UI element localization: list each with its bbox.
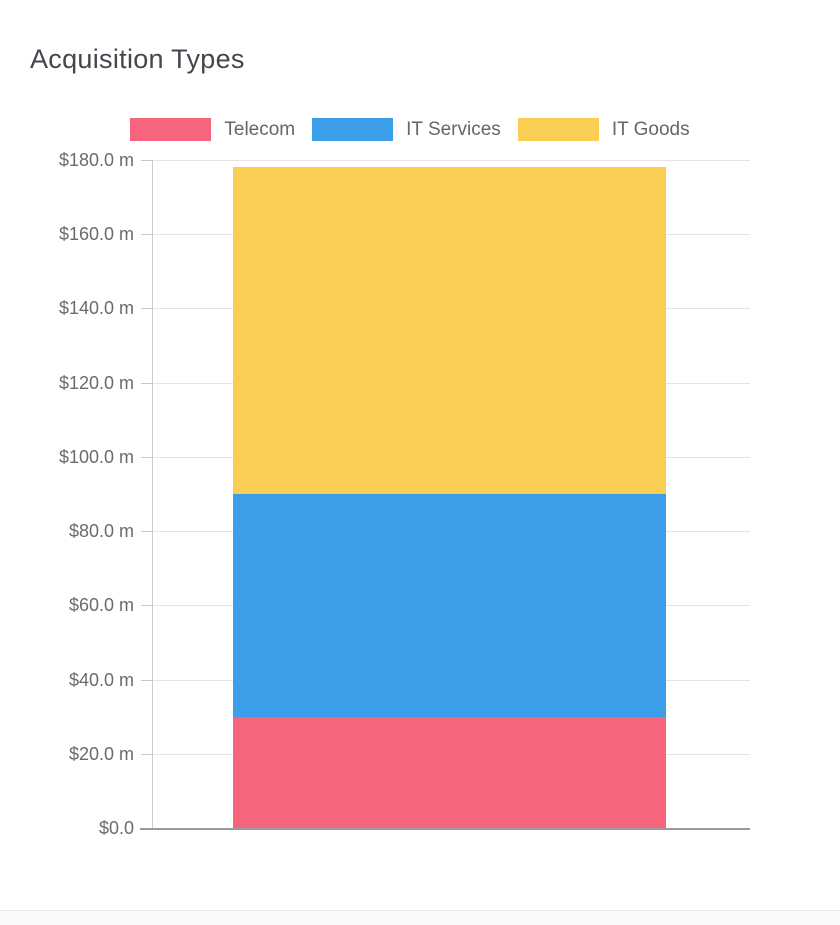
chart-title: Acquisition Types: [30, 44, 245, 74]
bar-segment-it-services[interactable]: [233, 494, 666, 717]
legend-item-it-goods[interactable]: IT Goods: [517, 118, 690, 141]
y-axis-line: [152, 160, 153, 829]
legend-label: Telecom: [224, 118, 296, 140]
legend-swatch-it-goods: [517, 118, 599, 141]
bar-segment-it-goods[interactable]: [233, 167, 666, 494]
legend-label: IT Services: [406, 118, 501, 140]
y-axis-label: $40.0 m: [68, 669, 134, 690]
y-axis-tick: [141, 160, 152, 161]
y-axis-label: $180.0 m: [58, 150, 134, 170]
y-axis-tick: [141, 234, 152, 236]
y-axis-label: $120.0 m: [58, 372, 134, 393]
y-axis-tick: [141, 456, 152, 458]
legend-item-it-services[interactable]: IT Services: [312, 118, 501, 141]
y-axis-tick: [141, 531, 152, 533]
bar-segment-telecom[interactable]: [233, 716, 666, 828]
y-axis-label: $60.0 m: [68, 595, 134, 616]
y-axis-tick: [141, 679, 152, 681]
y-axis-label: $100.0 m: [58, 446, 134, 467]
y-axis-tick: [141, 382, 152, 384]
gridline: [152, 160, 750, 161]
y-axis-label: $140.0 m: [58, 298, 134, 319]
y-axis-label: $20.0 m: [68, 743, 134, 764]
x-axis-line: [140, 828, 750, 830]
footer-strip: [0, 911, 840, 925]
y-axis-label: $0.0: [98, 818, 134, 838]
y-axis-tick: [141, 605, 152, 607]
legend-swatch-it-services: [312, 118, 394, 141]
chart-legend: Telecom IT Services IT Goods: [10, 117, 810, 142]
y-axis-tick: [141, 308, 152, 310]
legend-item-telecom[interactable]: Telecom: [130, 118, 295, 141]
y-axis-label: $80.0 m: [68, 521, 134, 542]
y-axis-tick: [141, 753, 152, 755]
legend-swatch-telecom: [130, 118, 212, 141]
bottom-divider: [0, 910, 840, 911]
legend-label: IT Goods: [611, 118, 690, 140]
y-axis-label: $160.0 m: [58, 224, 134, 245]
